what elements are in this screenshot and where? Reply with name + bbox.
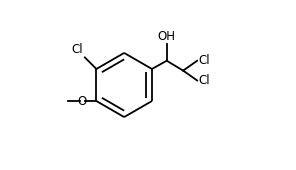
Text: O: O	[78, 95, 87, 108]
Text: OH: OH	[158, 30, 176, 43]
Text: Cl: Cl	[72, 43, 83, 56]
Text: Cl: Cl	[198, 74, 210, 87]
Text: Cl: Cl	[198, 54, 210, 67]
